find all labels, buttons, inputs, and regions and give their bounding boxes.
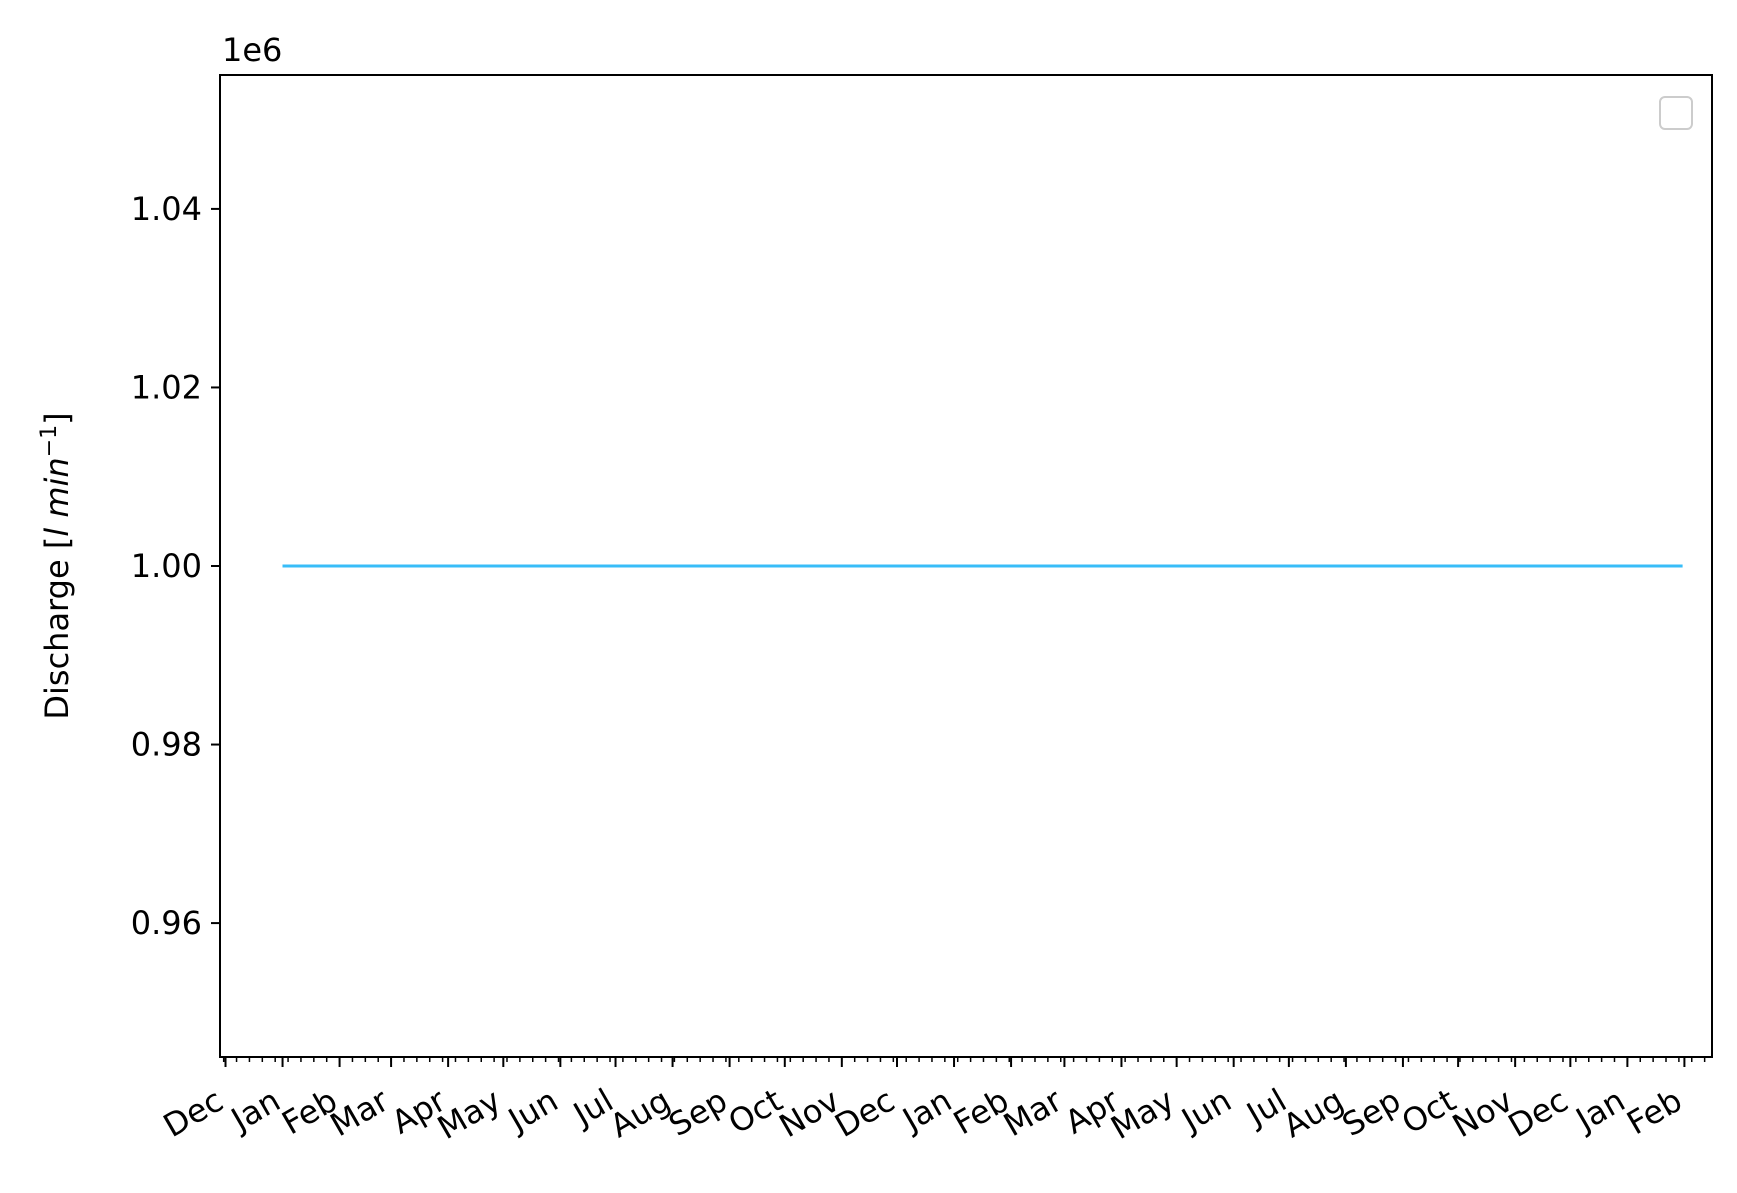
x-tick-label: Dec [1502, 1081, 1575, 1145]
y-axis-label: Discharge [l min−1] [37, 412, 76, 719]
y-tick-label: 1.00 [131, 547, 202, 585]
x-tick-label: Sep [662, 1081, 733, 1144]
y-tick-label: 1.04 [131, 190, 202, 228]
y-tick-label: 0.96 [131, 904, 202, 942]
y-axis-label-text: Discharge [ [38, 537, 76, 720]
x-tick-label: Mar [997, 1081, 1069, 1145]
y-axis-label-close: ] [38, 412, 76, 424]
x-tick-label: Dec [157, 1081, 230, 1145]
y-offset-text: 1e6 [222, 31, 282, 69]
x-tick-label: Jun [1174, 1081, 1238, 1140]
x-tick-label: May [431, 1081, 507, 1147]
axes: 0.960.981.001.021.04DecJanFebMarAprMayJu… [131, 74, 1713, 1147]
legend-box [1659, 96, 1693, 130]
y-axis-label-exponent: −1 [37, 425, 62, 457]
y-axis-label-unit: l min [38, 457, 76, 536]
x-tick-label: Feb [1620, 1081, 1688, 1142]
x-tick-label: May [1104, 1081, 1180, 1147]
y-tick-label: 1.02 [131, 368, 202, 406]
y-tick-label: 0.98 [131, 726, 202, 764]
x-tick-label: Mar [324, 1081, 396, 1145]
x-tick-label: Dec [828, 1081, 901, 1145]
x-tick-label: Jun [500, 1081, 564, 1140]
x-tick-label: Sep [1336, 1081, 1407, 1144]
